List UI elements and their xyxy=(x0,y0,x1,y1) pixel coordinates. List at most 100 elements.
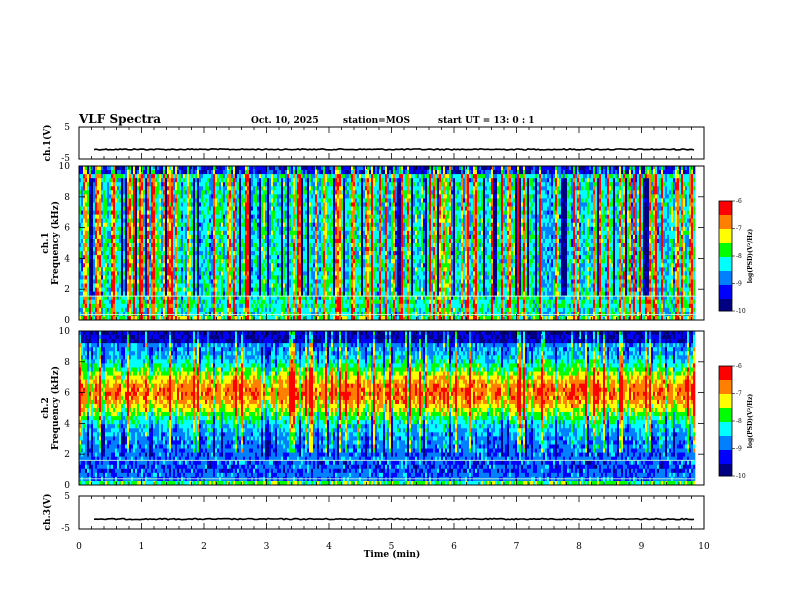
ch1-spectrogram-cell xyxy=(201,178,203,182)
ch1-spectrogram-cell xyxy=(83,239,85,243)
ch1-spectrogram-cell xyxy=(83,211,85,215)
ch1-spectrogram-cell xyxy=(213,174,215,178)
ch1-spectrogram-cell xyxy=(137,300,139,304)
ch1-spectrogram-cell xyxy=(103,174,105,178)
ch1-spectrogram-cell xyxy=(115,284,117,288)
ch1-spectrogram-cell xyxy=(149,247,151,251)
ch1-spectrogram-cell xyxy=(139,300,141,304)
ch1-spectrogram-cell xyxy=(181,284,183,288)
ch1-spectrogram-cell xyxy=(93,223,95,227)
ch1-spectrogram-cell xyxy=(95,288,97,292)
ch1-spectrogram-cell xyxy=(143,284,145,288)
ch1-spectrogram-cell xyxy=(175,308,177,312)
ch1-spectrogram-cell xyxy=(93,292,95,296)
ch1-spectrogram-cell xyxy=(185,178,187,182)
ch1-spectrogram-cell xyxy=(187,263,189,267)
ch1-spectrogram-cell xyxy=(101,267,103,271)
ch1-spectrogram-cell xyxy=(127,288,129,292)
ch1-spectrogram-cell xyxy=(155,267,157,271)
ch1-spectrogram-cell xyxy=(177,247,179,251)
ch1-spectrogram-cell xyxy=(125,219,127,223)
ch1-spectrogram-cell xyxy=(93,174,95,178)
ch1-spectrogram-cell xyxy=(111,288,113,292)
ch1-spectrogram-cell xyxy=(123,223,125,227)
ch1-spectrogram-cell xyxy=(157,223,159,227)
ch1-spectrogram-cell xyxy=(165,263,167,267)
ch1-spectrogram-cell xyxy=(173,251,175,255)
ch1-spectrogram-cell xyxy=(113,194,115,198)
ch1-spectrogram-cell xyxy=(85,251,87,255)
ch1-spectrogram-cell xyxy=(89,243,91,247)
ch1-spectrogram-cell xyxy=(91,251,93,255)
ch1-spectrogram-cell xyxy=(135,227,137,231)
ch1-spectrogram-cell xyxy=(169,166,171,170)
ch1-spectrogram-cell xyxy=(157,271,159,275)
ch1-spectrogram-cell xyxy=(83,182,85,186)
ch1-spectrogram-cell xyxy=(201,198,203,202)
ch1-spectrogram-cell xyxy=(191,271,193,275)
ch1-spectrogram-cell xyxy=(91,223,93,227)
ch1-spectrogram-cell xyxy=(169,223,171,227)
ch1-spectrogram-cell xyxy=(153,170,155,174)
ch1-spectrogram-cell xyxy=(105,186,107,190)
ch1-spectrogram-cell xyxy=(95,267,97,271)
ch1-spectrogram-cell xyxy=(131,182,133,186)
ch1-spectrogram-cell xyxy=(121,251,123,255)
ch1-spectrogram-cell xyxy=(129,198,131,202)
ch1-spectrogram-cell xyxy=(149,194,151,198)
ch1-spectrogram-cell xyxy=(145,263,147,267)
ch1-spectrogram-cell xyxy=(161,271,163,275)
ch1-spectrogram-cell xyxy=(133,223,135,227)
ch1-spectrogram-cell xyxy=(169,235,171,239)
ch1-spectrogram-cell xyxy=(201,239,203,243)
ch1-spectrogram-cell xyxy=(133,170,135,174)
ch1-spectrogram-cell xyxy=(119,251,121,255)
ch1-spectrogram-cell xyxy=(155,174,157,178)
ch1-spectrogram-cell xyxy=(103,186,105,190)
ch1-spectrogram-cell xyxy=(99,284,101,288)
ch1-spectrogram-cell xyxy=(121,300,123,304)
ch1-spectrogram-cell xyxy=(137,215,139,219)
ch1-spectrogram-cell xyxy=(135,190,137,194)
ch1-spectrogram-cell xyxy=(171,198,173,202)
ch1-spectrogram-cell xyxy=(137,275,139,279)
ch1-spectrogram-cell xyxy=(81,215,83,219)
ch1-spectrogram-cell xyxy=(173,259,175,263)
ch1-spectrogram-cell xyxy=(143,304,145,308)
ch1-spectrogram-cell xyxy=(191,292,193,296)
ch1-spectrogram-cell xyxy=(169,288,171,292)
ch1-spectrogram-cell xyxy=(213,255,215,259)
ch1-spectrogram-cell xyxy=(111,202,113,206)
ch1-spectrogram-cell xyxy=(193,308,195,312)
ch1-spectrogram-cell xyxy=(131,247,133,251)
ch1-spectrogram-cell xyxy=(209,243,211,247)
ch1-spectrogram-cell xyxy=(111,235,113,239)
ch1-spectrogram-cell xyxy=(125,255,127,259)
ch1-spectrogram-cell xyxy=(157,239,159,243)
ch1-spectrogram-cell xyxy=(165,288,167,292)
ch1-spectrogram-cell xyxy=(187,174,189,178)
ch1-spectrogram-cell xyxy=(133,271,135,275)
ch1-spectrogram-cell xyxy=(133,207,135,211)
ch1-spectrogram-cell xyxy=(157,304,159,308)
ch1-spectrogram-cell xyxy=(165,178,167,182)
ch1-spectrogram-cell xyxy=(169,190,171,194)
ch1-spectrogram-cell xyxy=(129,263,131,267)
ch1-spectrogram-cell xyxy=(115,182,117,186)
ch1-spectrogram-cell xyxy=(85,312,87,316)
ch1-spectrogram-cell xyxy=(185,198,187,202)
ch1-spectrogram-cell xyxy=(117,304,119,308)
ch1-spectrogram-cell xyxy=(159,223,161,227)
ch1-spectrogram-cell xyxy=(207,308,209,312)
ch1-spectrogram-cell xyxy=(113,300,115,304)
ch1-spectrogram-cell xyxy=(175,178,177,182)
ch1-spectrogram-cell xyxy=(85,186,87,190)
ch1-spectrogram-cell xyxy=(89,186,91,190)
ch1-spectrogram-cell xyxy=(105,231,107,235)
ch1-spectrogram-cell xyxy=(155,182,157,186)
ch1-spectrogram-cell xyxy=(213,267,215,271)
ch1-spectrogram-cell xyxy=(147,223,149,227)
ch1-spectrogram-cell xyxy=(193,251,195,255)
ch1-spectrogram-cell xyxy=(133,251,135,255)
ch1-spectrogram-cell xyxy=(111,292,113,296)
